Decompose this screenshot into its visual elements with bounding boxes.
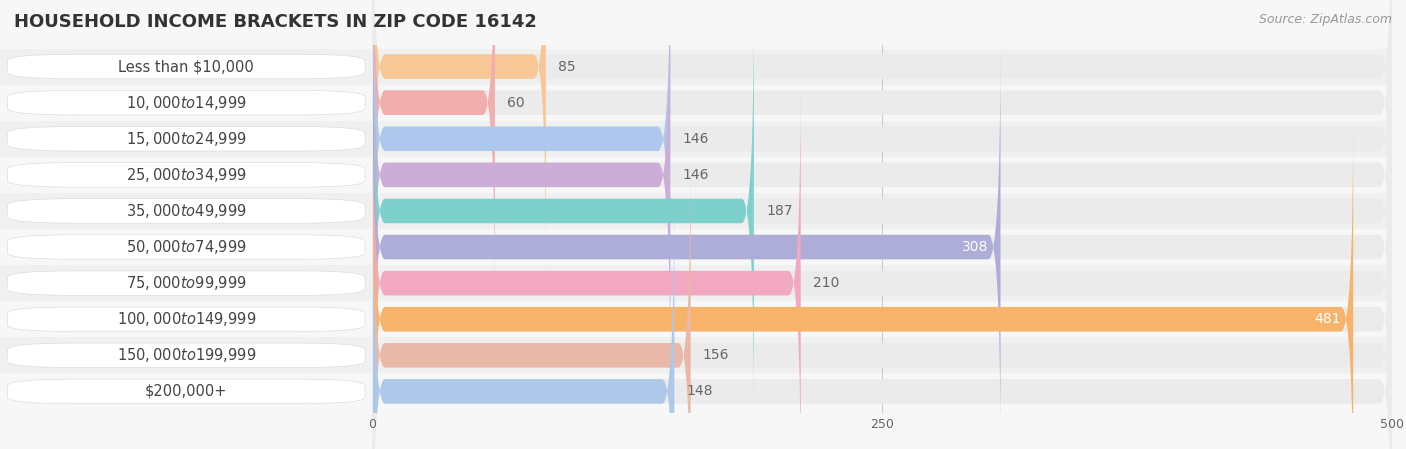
Bar (0, 48, 373, 84)
Bar (0, 121, 373, 157)
FancyBboxPatch shape (373, 0, 671, 343)
FancyBboxPatch shape (7, 271, 366, 295)
Bar (0, 157, 373, 193)
FancyBboxPatch shape (373, 79, 801, 449)
Bar (0, 193, 373, 229)
Bar (0, 337, 373, 374)
FancyBboxPatch shape (7, 198, 366, 223)
Text: HOUSEHOLD INCOME BRACKETS IN ZIP CODE 16142: HOUSEHOLD INCOME BRACKETS IN ZIP CODE 16… (14, 13, 537, 31)
FancyBboxPatch shape (7, 235, 366, 260)
Bar (373, 229, 1392, 265)
FancyBboxPatch shape (373, 43, 1392, 449)
Bar (373, 121, 1392, 157)
Text: 308: 308 (962, 240, 988, 254)
Bar (0, 229, 373, 265)
FancyBboxPatch shape (373, 7, 754, 415)
Bar (0, 84, 373, 121)
FancyBboxPatch shape (7, 343, 366, 368)
Bar (373, 265, 1392, 301)
Bar (0, 374, 373, 409)
Text: Less than $10,000: Less than $10,000 (118, 59, 254, 74)
Text: $150,000 to $199,999: $150,000 to $199,999 (117, 346, 256, 364)
Text: 146: 146 (682, 168, 709, 182)
FancyBboxPatch shape (373, 115, 1392, 449)
Bar (373, 157, 1392, 193)
Text: $25,000 to $34,999: $25,000 to $34,999 (127, 166, 246, 184)
FancyBboxPatch shape (373, 0, 1392, 343)
Text: 156: 156 (703, 348, 730, 362)
FancyBboxPatch shape (373, 43, 1001, 449)
FancyBboxPatch shape (373, 0, 671, 379)
FancyBboxPatch shape (373, 0, 1392, 307)
Text: 187: 187 (766, 204, 793, 218)
Text: 85: 85 (558, 60, 575, 74)
FancyBboxPatch shape (7, 379, 366, 404)
Bar (373, 84, 1392, 121)
Bar (373, 374, 1392, 409)
Bar (373, 301, 1392, 337)
Text: $15,000 to $24,999: $15,000 to $24,999 (127, 130, 246, 148)
Text: $10,000 to $14,999: $10,000 to $14,999 (127, 94, 246, 112)
Text: $50,000 to $74,999: $50,000 to $74,999 (127, 238, 246, 256)
Text: $35,000 to $49,999: $35,000 to $49,999 (127, 202, 246, 220)
FancyBboxPatch shape (373, 115, 1353, 449)
FancyBboxPatch shape (373, 0, 1392, 271)
Text: $100,000 to $149,999: $100,000 to $149,999 (117, 310, 256, 328)
Text: Source: ZipAtlas.com: Source: ZipAtlas.com (1258, 13, 1392, 26)
FancyBboxPatch shape (7, 163, 366, 187)
FancyBboxPatch shape (7, 54, 366, 79)
Text: 481: 481 (1315, 312, 1341, 326)
FancyBboxPatch shape (7, 90, 366, 115)
FancyBboxPatch shape (373, 0, 495, 307)
Text: 60: 60 (508, 96, 524, 110)
FancyBboxPatch shape (7, 127, 366, 151)
Bar (373, 337, 1392, 374)
Text: 210: 210 (813, 276, 839, 290)
Bar (373, 193, 1392, 229)
Text: $75,000 to $99,999: $75,000 to $99,999 (127, 274, 246, 292)
FancyBboxPatch shape (373, 0, 1392, 379)
FancyBboxPatch shape (7, 307, 366, 331)
Bar (0, 301, 373, 337)
Text: $200,000+: $200,000+ (145, 384, 228, 399)
Bar (373, 48, 1392, 84)
FancyBboxPatch shape (373, 0, 546, 271)
Bar (0, 265, 373, 301)
FancyBboxPatch shape (373, 187, 675, 449)
FancyBboxPatch shape (373, 7, 1392, 415)
FancyBboxPatch shape (373, 187, 1392, 449)
FancyBboxPatch shape (373, 79, 1392, 449)
Text: 146: 146 (682, 132, 709, 146)
Text: 148: 148 (686, 384, 713, 398)
FancyBboxPatch shape (373, 151, 690, 449)
FancyBboxPatch shape (373, 151, 1392, 449)
